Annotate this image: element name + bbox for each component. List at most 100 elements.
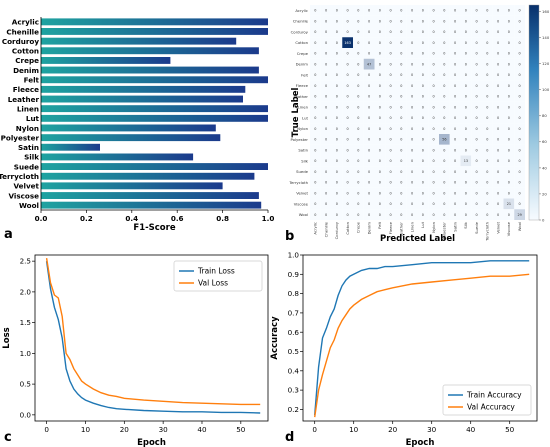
cell-value: 0 xyxy=(433,62,435,66)
cell-value: 0 xyxy=(379,73,381,77)
series-line-val xyxy=(314,273,530,418)
heatmap-cell xyxy=(310,80,321,91)
cell-value: 0 xyxy=(368,41,370,45)
heatmap-cell xyxy=(353,187,364,199)
cell-value: 0 xyxy=(422,170,424,174)
cell-value: 0 xyxy=(390,105,392,109)
cell-value: 0 xyxy=(379,116,381,120)
cell-value: 0 xyxy=(400,181,402,185)
cell-value: 0 xyxy=(497,9,499,13)
cell-value: 0 xyxy=(411,41,413,45)
category-label-corduroy: Corduroy xyxy=(2,37,40,46)
heatmap-cell xyxy=(428,134,439,145)
heatmap-cell xyxy=(396,5,407,16)
cell-value: 0 xyxy=(476,213,478,217)
heatmap-cell xyxy=(320,112,332,124)
cell-value: 0 xyxy=(519,191,521,195)
heatmap-cell xyxy=(482,177,493,188)
y-tick-label: 0.5 xyxy=(20,380,31,389)
heatmap-cell xyxy=(406,80,418,91)
heatmap-cell xyxy=(406,166,418,177)
heatmap-cell xyxy=(428,91,439,102)
cell-value: 0 xyxy=(422,95,424,99)
heatmap-cell xyxy=(320,80,332,91)
heatmap-cell xyxy=(449,198,461,210)
heatmap-cell xyxy=(374,58,386,70)
heatmap-cell xyxy=(503,123,515,134)
cell-value: 0 xyxy=(336,95,338,99)
heatmap-cell xyxy=(503,15,515,27)
heatmap-cell xyxy=(374,155,386,167)
heatmap-cell xyxy=(320,91,332,102)
series-line-val xyxy=(45,257,261,406)
heatmap-cell xyxy=(406,144,418,156)
cell-value: 0 xyxy=(336,73,338,77)
row-label: Silk xyxy=(301,158,309,163)
cell-value: 0 xyxy=(486,105,488,109)
cell-value: 0 xyxy=(476,116,478,120)
heatmap-cell xyxy=(310,177,321,188)
cell-value: 0 xyxy=(325,159,327,163)
row-label: Terrycloth xyxy=(288,180,308,185)
heatmap-cell xyxy=(331,198,343,210)
cell-value: 0 xyxy=(508,127,510,131)
heatmap-cell xyxy=(471,112,482,124)
cell-value: 0 xyxy=(336,41,338,45)
cell-value: 0 xyxy=(519,116,521,120)
heatmap-cell xyxy=(385,69,396,81)
x-tick-label: 0 xyxy=(44,425,49,434)
heatmap-cell xyxy=(514,198,525,210)
heatmap-cell xyxy=(492,155,504,167)
cell-value: 0 xyxy=(400,138,402,142)
heatmap-cell xyxy=(385,58,396,70)
cell-value: 0 xyxy=(508,191,510,195)
heatmap-cell xyxy=(482,58,493,70)
cell-value: 0 xyxy=(508,62,510,66)
heatmap-cell xyxy=(310,144,321,156)
cell-value: 0 xyxy=(357,170,359,174)
cell-value: 0 xyxy=(314,30,316,34)
cell-value: 0 xyxy=(357,73,359,77)
x-tick-label: 10 xyxy=(349,425,359,434)
cell-value: 0 xyxy=(465,181,467,185)
heatmap-cell xyxy=(396,209,407,220)
x-tick-label: 50 xyxy=(505,425,515,434)
cell-value: 0 xyxy=(390,9,392,13)
heatmap-cell xyxy=(406,48,418,59)
cell-value: 0 xyxy=(454,191,456,195)
heatmap-cell xyxy=(363,155,375,167)
heatmap-cell xyxy=(439,123,450,134)
panel-letter-c: c xyxy=(4,430,12,445)
heatmap-cell xyxy=(320,198,332,210)
heatmap-cell xyxy=(449,58,461,70)
cell-value: 0 xyxy=(314,148,316,152)
cell-value: 0 xyxy=(422,19,424,23)
cell-value: 0 xyxy=(325,213,327,217)
heatmap-cell xyxy=(471,155,482,167)
cell-value: 0 xyxy=(325,62,327,66)
heatmap-cell xyxy=(353,177,364,188)
bar-nylon xyxy=(41,124,216,132)
heatmap-cell xyxy=(396,144,407,156)
heatmap-cell xyxy=(492,187,504,199)
heatmap-cell xyxy=(310,26,321,38)
cell-value: 0 xyxy=(486,159,488,163)
cell-value: 0 xyxy=(519,73,521,77)
cell-value: 0 xyxy=(433,52,435,56)
colorbar-tick-label: 60 xyxy=(542,139,547,144)
bar-corduroy xyxy=(41,37,237,45)
cell-value: 0 xyxy=(486,181,488,185)
heatmap-cell xyxy=(482,37,493,48)
heatmap-cell xyxy=(342,209,353,220)
cell-value: 0 xyxy=(476,148,478,152)
heatmap-cell xyxy=(449,112,461,124)
heatmap-cell xyxy=(406,58,418,70)
heatmap-cell xyxy=(342,155,353,167)
cell-value: 0 xyxy=(486,9,488,13)
cell-value: 0 xyxy=(465,116,467,120)
y-tick-label: 0.3 xyxy=(288,386,299,395)
heatmap-cell xyxy=(353,5,364,16)
heatmap-cell xyxy=(342,15,353,27)
cell-value: 0 xyxy=(336,19,338,23)
cell-value: 0 xyxy=(325,202,327,206)
